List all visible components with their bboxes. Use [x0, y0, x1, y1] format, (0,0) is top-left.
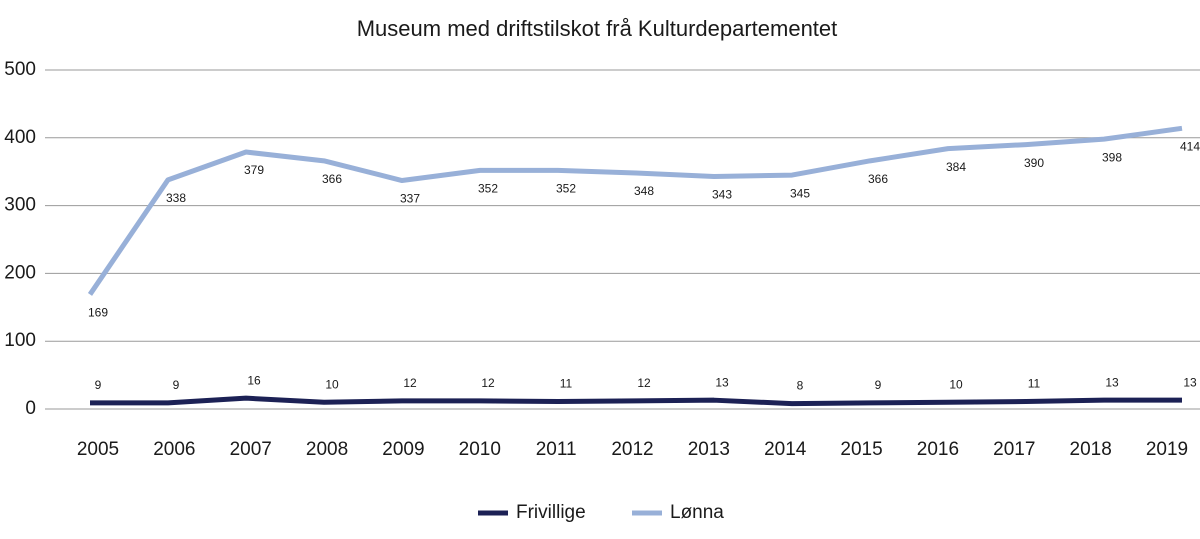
data-label: 398	[1102, 150, 1122, 164]
data-label: 9	[173, 378, 180, 392]
data-label: 9	[875, 378, 882, 392]
data-label: 13	[1183, 375, 1197, 389]
data-label: 384	[946, 160, 966, 174]
y-tick-label: 0	[25, 398, 36, 419]
data-label: 11	[1028, 377, 1041, 391]
data-label: 352	[478, 182, 498, 196]
data-label: 414	[1180, 139, 1200, 153]
y-tick-label: 100	[4, 330, 36, 351]
x-tick-label: 2006	[153, 439, 195, 460]
y-tick-label: 300	[4, 195, 36, 216]
data-label: 12	[637, 376, 651, 390]
data-label: 16	[247, 373, 261, 387]
series-line	[87, 125, 1183, 296]
x-tick-label: 2013	[688, 439, 730, 460]
data-label: 366	[868, 172, 888, 186]
data-label: 379	[244, 163, 264, 177]
legend-label: Frivillige	[516, 502, 586, 523]
data-label: 169	[88, 306, 108, 320]
data-label: 13	[715, 375, 729, 389]
x-tick-label: 2016	[917, 439, 959, 460]
x-tick-label: 2009	[382, 439, 424, 460]
x-tick-label: 2015	[840, 439, 882, 460]
x-tick-label: 2010	[459, 439, 501, 460]
data-label: 13	[1105, 375, 1119, 389]
x-tick-label: 2007	[230, 439, 272, 460]
legend-label: Lønna	[670, 502, 724, 523]
chart-title: Museum med driftstilskot frå Kulturdepar…	[357, 16, 838, 41]
x-tick-label: 2008	[306, 439, 348, 460]
data-label: 343	[712, 188, 732, 202]
y-tick-label: 200	[4, 262, 36, 283]
y-tick-label: 500	[4, 59, 36, 80]
data-label: 390	[1024, 156, 1044, 170]
x-tick-label: 2019	[1146, 439, 1188, 460]
data-label: 345	[790, 186, 810, 200]
series-line	[90, 395, 1182, 407]
x-tick-label: 2014	[764, 439, 807, 460]
data-label: 9	[95, 378, 102, 392]
y-tick-label: 400	[4, 127, 36, 148]
data-label: 10	[949, 377, 963, 391]
x-tick-label: 2011	[536, 439, 577, 460]
data-label: 10	[325, 377, 339, 391]
data-label: 12	[403, 376, 417, 390]
x-tick-label: 2018	[1070, 439, 1112, 460]
data-label: 337	[400, 192, 420, 206]
data-label: 366	[322, 172, 342, 186]
x-tick-label: 2017	[993, 439, 1035, 460]
x-tick-label: 2012	[611, 439, 653, 460]
data-label: 338	[166, 191, 186, 205]
data-label: 11	[560, 377, 573, 391]
data-label: 352	[556, 182, 576, 196]
data-label: 348	[634, 184, 654, 198]
data-label: 12	[481, 376, 495, 390]
data-label: 8	[797, 379, 804, 393]
x-tick-label: 2005	[77, 439, 119, 460]
